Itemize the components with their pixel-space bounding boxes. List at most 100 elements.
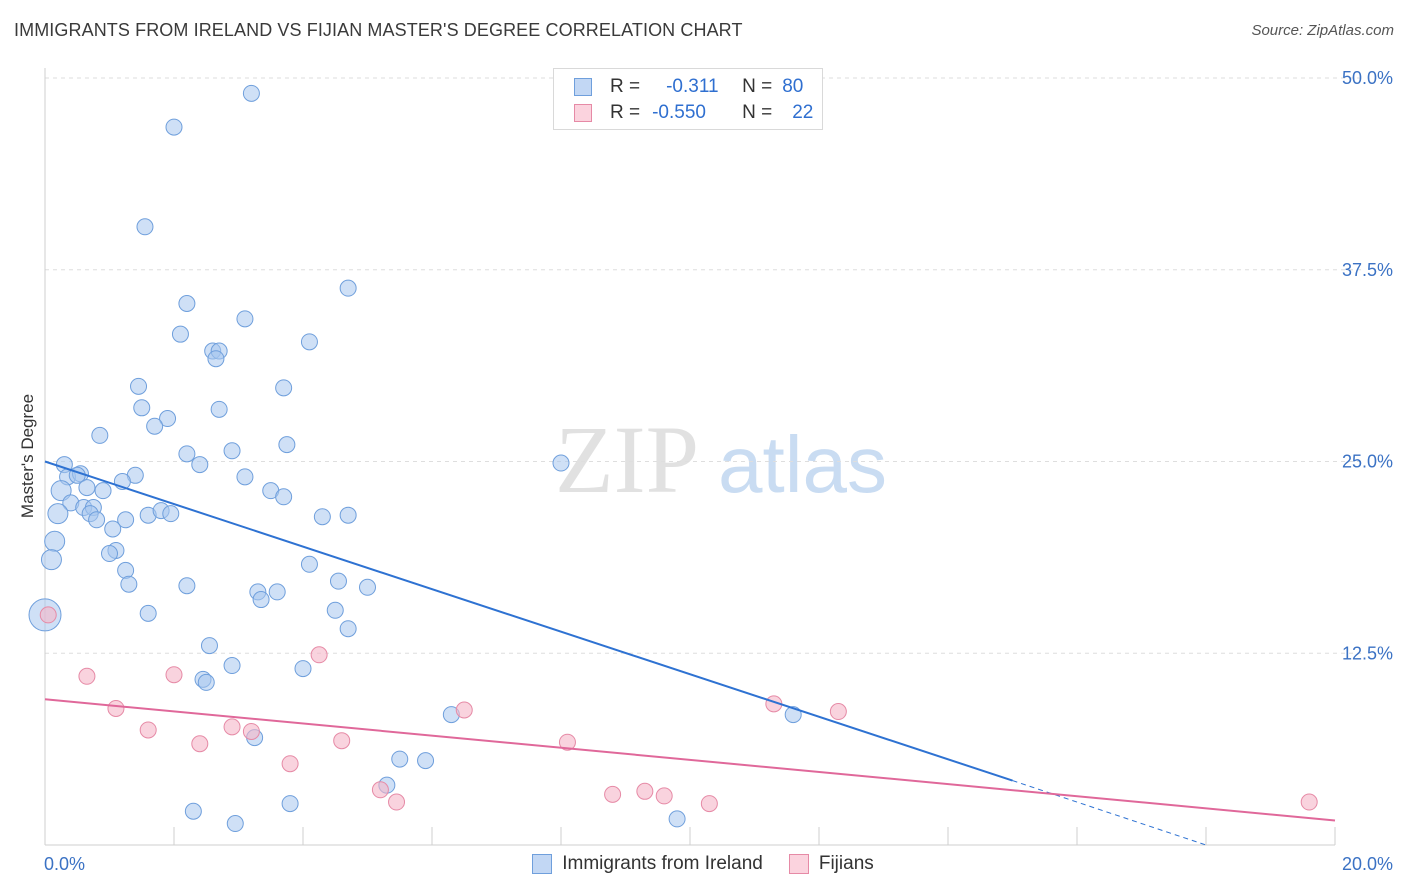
data-point-fijians: [1300, 793, 1318, 811]
n-label: N =: [742, 76, 773, 97]
data-point-ireland: [294, 660, 312, 678]
data-point-fijians: [604, 785, 622, 803]
data-point-ireland: [339, 620, 357, 638]
data-point-ireland: [275, 488, 293, 506]
data-point-ireland: [104, 520, 122, 538]
data-point-ireland: [117, 561, 135, 579]
x-tick-label: 20.0%: [1342, 854, 1393, 874]
data-point-fijians: [165, 666, 183, 684]
legend-item-ireland[interactable]: Immigrants from Ireland: [532, 853, 763, 875]
legend-item-fijians[interactable]: Fijians: [788, 853, 874, 875]
r-label: R =: [610, 76, 641, 97]
data-point-ireland: [236, 468, 254, 486]
data-point-ireland: [130, 377, 148, 395]
source-label: Source: ZipAtlas.com: [1251, 22, 1394, 39]
data-point-fijians: [655, 787, 673, 805]
data-point-ireland: [236, 310, 254, 328]
data-point-ireland: [339, 506, 357, 524]
data-point-ireland: [94, 482, 112, 500]
data-point-ireland: [300, 333, 318, 351]
data-point-ireland: [139, 604, 157, 622]
y-axis-label: Master's Degree: [18, 393, 37, 519]
legend-label-fijians: Fijians: [818, 853, 874, 874]
r-value: -0.550: [652, 102, 706, 123]
data-point-fijians: [371, 781, 389, 799]
x-tick-label: 0.0%: [44, 854, 85, 874]
legend-label-ireland: Immigrants from Ireland: [562, 853, 763, 874]
data-point-ireland: [329, 572, 347, 590]
data-point-ireland: [300, 555, 318, 573]
data-point-ireland: [120, 575, 138, 593]
data-point-ireland: [197, 673, 215, 691]
data-point-ireland: [101, 545, 118, 563]
axes: [44, 68, 1336, 846]
tick-labels: 50.0% 37.5% 25.0% 12.5% 0.0% 20.0%: [44, 68, 1393, 874]
data-point-fijians: [191, 735, 209, 753]
data-point-fijians: [223, 718, 241, 736]
trendlines: [44, 460, 1336, 846]
data-point-ireland: [78, 479, 96, 497]
data-point-ireland: [91, 426, 109, 444]
data-point-ireland: [339, 279, 357, 297]
data-point-ireland: [268, 583, 286, 601]
trendline-ireland: [44, 460, 1013, 782]
data-point-fijians: [700, 795, 718, 813]
data-point-ireland: [178, 294, 196, 312]
data-point-ireland: [40, 549, 62, 571]
watermark-atlas: atlas: [718, 420, 887, 509]
series-ireland: [28, 84, 802, 833]
data-point-ireland: [165, 118, 183, 136]
data-point-fijians: [242, 722, 260, 740]
gridlines: [45, 77, 1365, 654]
data-point-ireland: [223, 442, 241, 460]
data-point-ireland: [146, 417, 164, 435]
stats-swatch-ireland: [574, 78, 592, 96]
data-point-ireland: [117, 511, 135, 529]
data-point-fijians: [636, 782, 654, 800]
data-point-ireland: [210, 400, 228, 418]
stats-row-fijians: R = -0.550 N = 22: [574, 101, 813, 125]
data-point-fijians: [281, 755, 299, 773]
data-point-ireland: [171, 325, 189, 343]
data-point-fijians: [107, 699, 125, 717]
data-point-ireland: [88, 511, 106, 529]
n-value: 80: [782, 76, 804, 97]
y-tick-label: 12.5%: [1342, 643, 1393, 663]
chart-title: IMMIGRANTS FROM IRELAND VS FIJIAN MASTER…: [14, 20, 743, 40]
data-point-ireland: [281, 795, 299, 813]
n-label: N =: [742, 102, 773, 123]
stats-swatch-fijians: [574, 104, 592, 122]
stats-box: R = -0.311 N = 80 R = -0.550 N = 22: [553, 68, 823, 130]
data-point-ireland: [47, 503, 69, 525]
data-point-ireland: [359, 578, 376, 596]
watermark: ZIP atlas: [555, 406, 887, 513]
data-point-ireland: [275, 379, 293, 397]
stats-row-ireland: R = -0.311 N = 80: [574, 75, 803, 99]
data-point-fijians: [388, 793, 406, 811]
data-point-ireland: [391, 750, 409, 768]
data-point-ireland: [133, 399, 151, 417]
data-point-fijians: [39, 606, 57, 624]
data-point-ireland: [668, 810, 686, 828]
data-point-ireland: [278, 436, 296, 454]
r-label: R =: [610, 102, 641, 123]
n-value: 22: [792, 102, 814, 123]
data-point-ireland: [44, 530, 66, 552]
legend-swatch-fijians: [788, 854, 809, 874]
data-point-ireland: [207, 350, 225, 368]
data-point-ireland: [242, 84, 260, 102]
data-point-fijians: [829, 703, 847, 721]
y-tick-label: 25.0%: [1342, 452, 1393, 472]
trendline-fijians: [44, 698, 1336, 822]
r-value: -0.311: [666, 76, 719, 97]
data-point-ireland: [178, 445, 196, 463]
y-tick-label: 37.5%: [1342, 260, 1393, 280]
data-point-ireland: [313, 508, 331, 526]
legend: Immigrants from Ireland Fijians: [0, 850, 1406, 878]
series-fijians: [39, 606, 1318, 813]
data-point-ireland: [417, 752, 435, 770]
trendline-ireland-extension: [1012, 780, 1207, 846]
data-point-ireland: [162, 505, 180, 523]
data-point-ireland: [136, 218, 154, 236]
